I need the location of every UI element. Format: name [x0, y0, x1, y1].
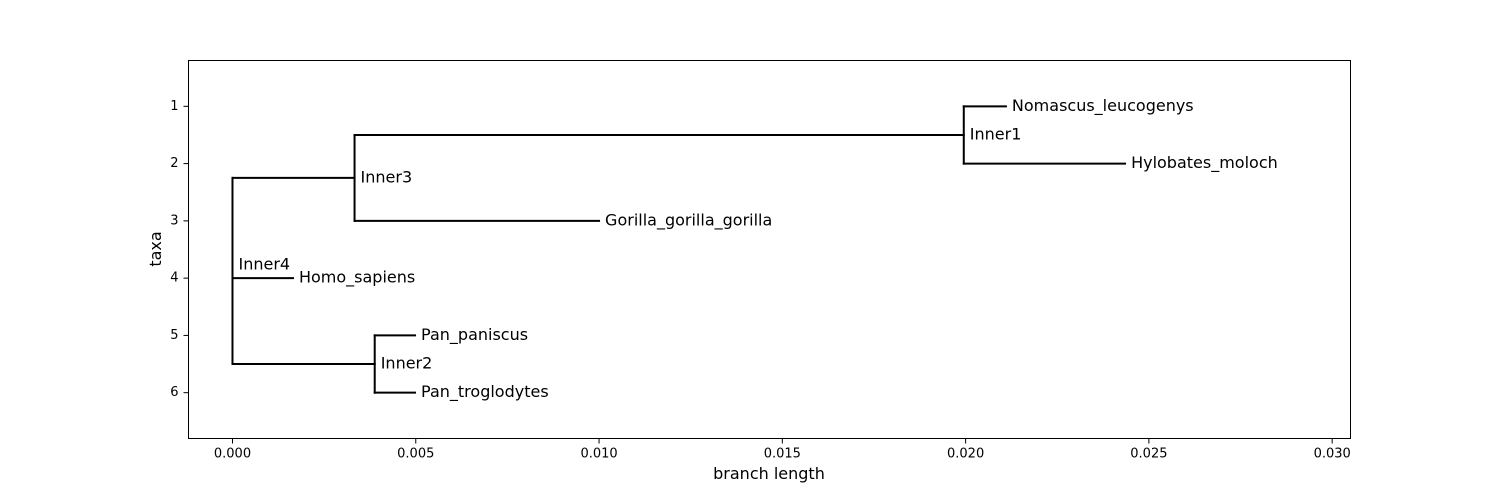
- y-tick-label: 6: [170, 385, 178, 400]
- y-tick-label: 5: [170, 328, 178, 343]
- x-tick-label: 0.010: [580, 447, 617, 462]
- x-tick-label: 0.005: [397, 447, 434, 462]
- x-tick-label: 0.030: [1314, 447, 1351, 462]
- y-axis-label: taxa: [146, 231, 165, 266]
- taxon-label: Pan_troglodytes: [421, 382, 549, 402]
- y-tick-label: 1: [170, 99, 178, 114]
- y-tick-label: 3: [170, 213, 178, 228]
- plot-frame: [188, 60, 1351, 439]
- y-tick-label: 4: [170, 271, 178, 286]
- taxon-label: Pan_paniscus: [421, 325, 528, 345]
- x-tick-label: 0.020: [947, 447, 984, 462]
- inner-node-label: Inner2: [381, 354, 433, 373]
- taxon-label: Homo_sapiens: [299, 268, 415, 288]
- taxon-label: Gorilla_gorilla_gorilla: [605, 210, 772, 230]
- y-axis: 1 2 3 4 5 6: [170, 99, 189, 400]
- taxon-label: Nomascus_leucogenys: [1012, 96, 1194, 116]
- node-labels: Inner4 Inner3 Homo_sapiens Inner2 Inner1 Gori…: [238, 96, 1277, 402]
- inner-node-label: Inner3: [361, 167, 413, 186]
- x-tick-label: 0.015: [764, 447, 801, 462]
- y-tick-label: 2: [170, 156, 178, 171]
- inner-node-label: Inner1: [970, 124, 1022, 143]
- x-tick-label: 0.025: [1130, 447, 1167, 462]
- inner-node-label: Inner4: [238, 254, 290, 273]
- x-tick-label: 0.000: [214, 447, 251, 462]
- x-axis: 0.000 0.005 0.010 0.015 0.020 0.025 0.030: [214, 438, 1351, 462]
- taxon-label: Hylobates_moloch: [1131, 153, 1278, 173]
- x-axis-label: branch length: [713, 464, 825, 483]
- tree-branches: [231, 105, 1127, 394]
